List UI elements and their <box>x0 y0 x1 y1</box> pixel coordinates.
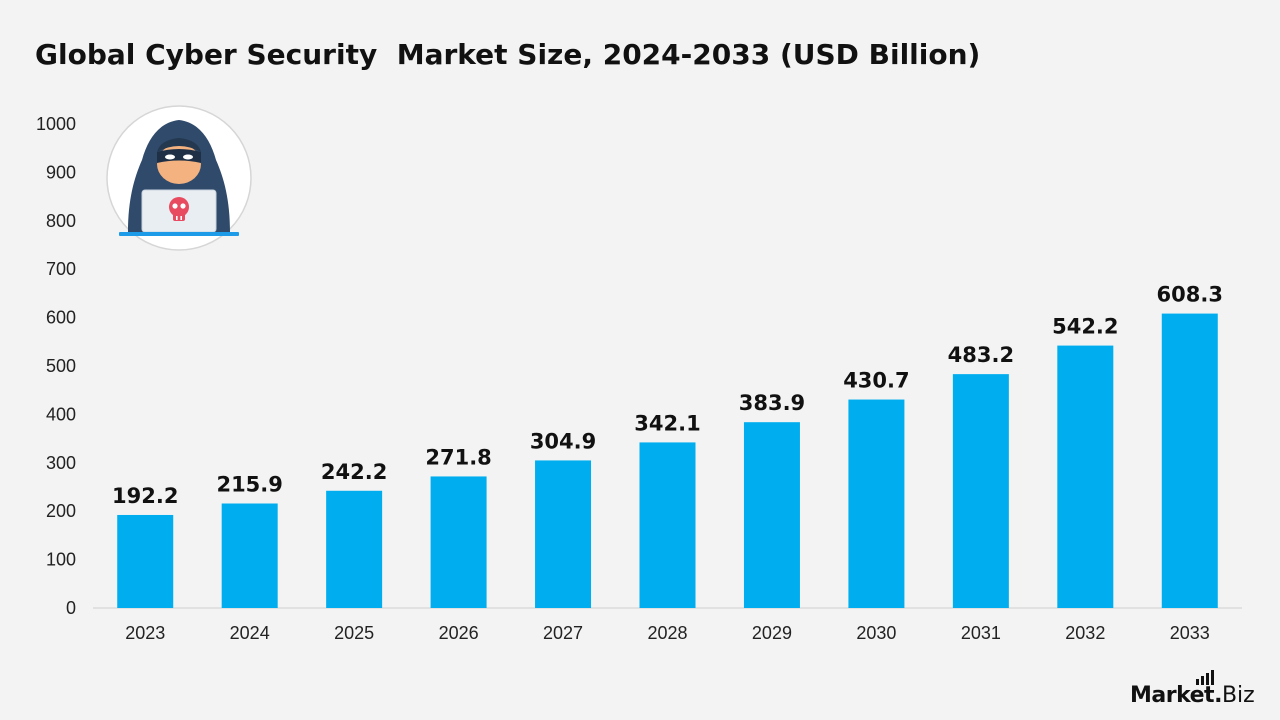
y-tick-label: 600 <box>46 308 76 328</box>
x-tick-label: 2029 <box>752 623 792 643</box>
y-tick-label: 200 <box>46 501 76 521</box>
x-tick-label: 2028 <box>647 623 687 643</box>
y-tick-label: 800 <box>46 211 76 231</box>
bar-2031 <box>952 374 1009 608</box>
data-label-2028: 342.1 <box>634 411 700 435</box>
x-tick-label: 2025 <box>334 623 374 643</box>
data-label-2024: 215.9 <box>216 473 282 497</box>
y-tick-label: 1000 <box>36 114 76 134</box>
y-tick-label: 900 <box>46 162 76 182</box>
y-tick-label: 700 <box>46 259 76 279</box>
data-label-2031: 483.2 <box>948 343 1014 367</box>
data-label-2033: 608.3 <box>1157 283 1223 307</box>
x-tick-label: 2027 <box>543 623 583 643</box>
brand-name-main: Market <box>1130 683 1215 708</box>
y-tick-label: 300 <box>46 453 76 473</box>
bar-2025 <box>326 490 383 608</box>
value-labels-group: 192.2 215.9 242.2 271.8 304.9 342.1 383.9 430.7… <box>112 283 1223 508</box>
x-tick-label: 2031 <box>961 623 1001 643</box>
x-tick-label: 2024 <box>230 623 270 643</box>
data-label-2032: 542.2 <box>1052 315 1118 339</box>
data-label-2030: 430.7 <box>843 369 909 393</box>
y-tick-label: 500 <box>46 356 76 376</box>
bar-2026 <box>430 476 487 608</box>
logo-bars-icon <box>1196 670 1214 685</box>
brand-name-dot: . <box>1214 683 1222 708</box>
y-tick-label: 100 <box>46 550 76 570</box>
chart-title: Global Cyber Security Market Size, 2024-… <box>35 38 981 71</box>
bars-group <box>117 313 1218 608</box>
data-label-2025: 242.2 <box>321 460 387 484</box>
bar-2023 <box>117 514 174 608</box>
bar-2024 <box>221 503 278 608</box>
bar-2028 <box>639 442 696 608</box>
bar-2029 <box>743 422 800 608</box>
data-label-2027: 304.9 <box>530 429 596 453</box>
bar-2027 <box>535 460 592 608</box>
bar-2033 <box>1161 313 1218 608</box>
x-tick-label: 2026 <box>439 623 479 643</box>
data-label-2029: 383.9 <box>739 391 805 415</box>
y-tick-label: 400 <box>46 404 76 424</box>
x-tick-label: 2032 <box>1065 623 1105 643</box>
x-tick-label: 2033 <box>1170 623 1210 643</box>
y-axis-ticks: 0 100 200 300 400 500 600 700 800 900 1000 <box>36 114 76 618</box>
data-label-2023: 192.2 <box>112 484 178 508</box>
bar-2032 <box>1057 345 1114 608</box>
brand-logo: Market. Biz <box>1130 668 1255 708</box>
brand-name-sub: Biz <box>1221 683 1255 708</box>
y-tick-label: 0 <box>66 598 76 618</box>
x-tick-label: 2023 <box>125 623 165 643</box>
data-label-2026: 271.8 <box>425 445 491 469</box>
hacker-laptop-skull-icon <box>106 105 252 251</box>
x-tick-label: 2030 <box>856 623 896 643</box>
bar-2030 <box>848 399 905 608</box>
x-axis-ticks: 2023 2024 2025 2026 2027 2028 2029 2030 2031 2032… <box>125 623 1210 643</box>
